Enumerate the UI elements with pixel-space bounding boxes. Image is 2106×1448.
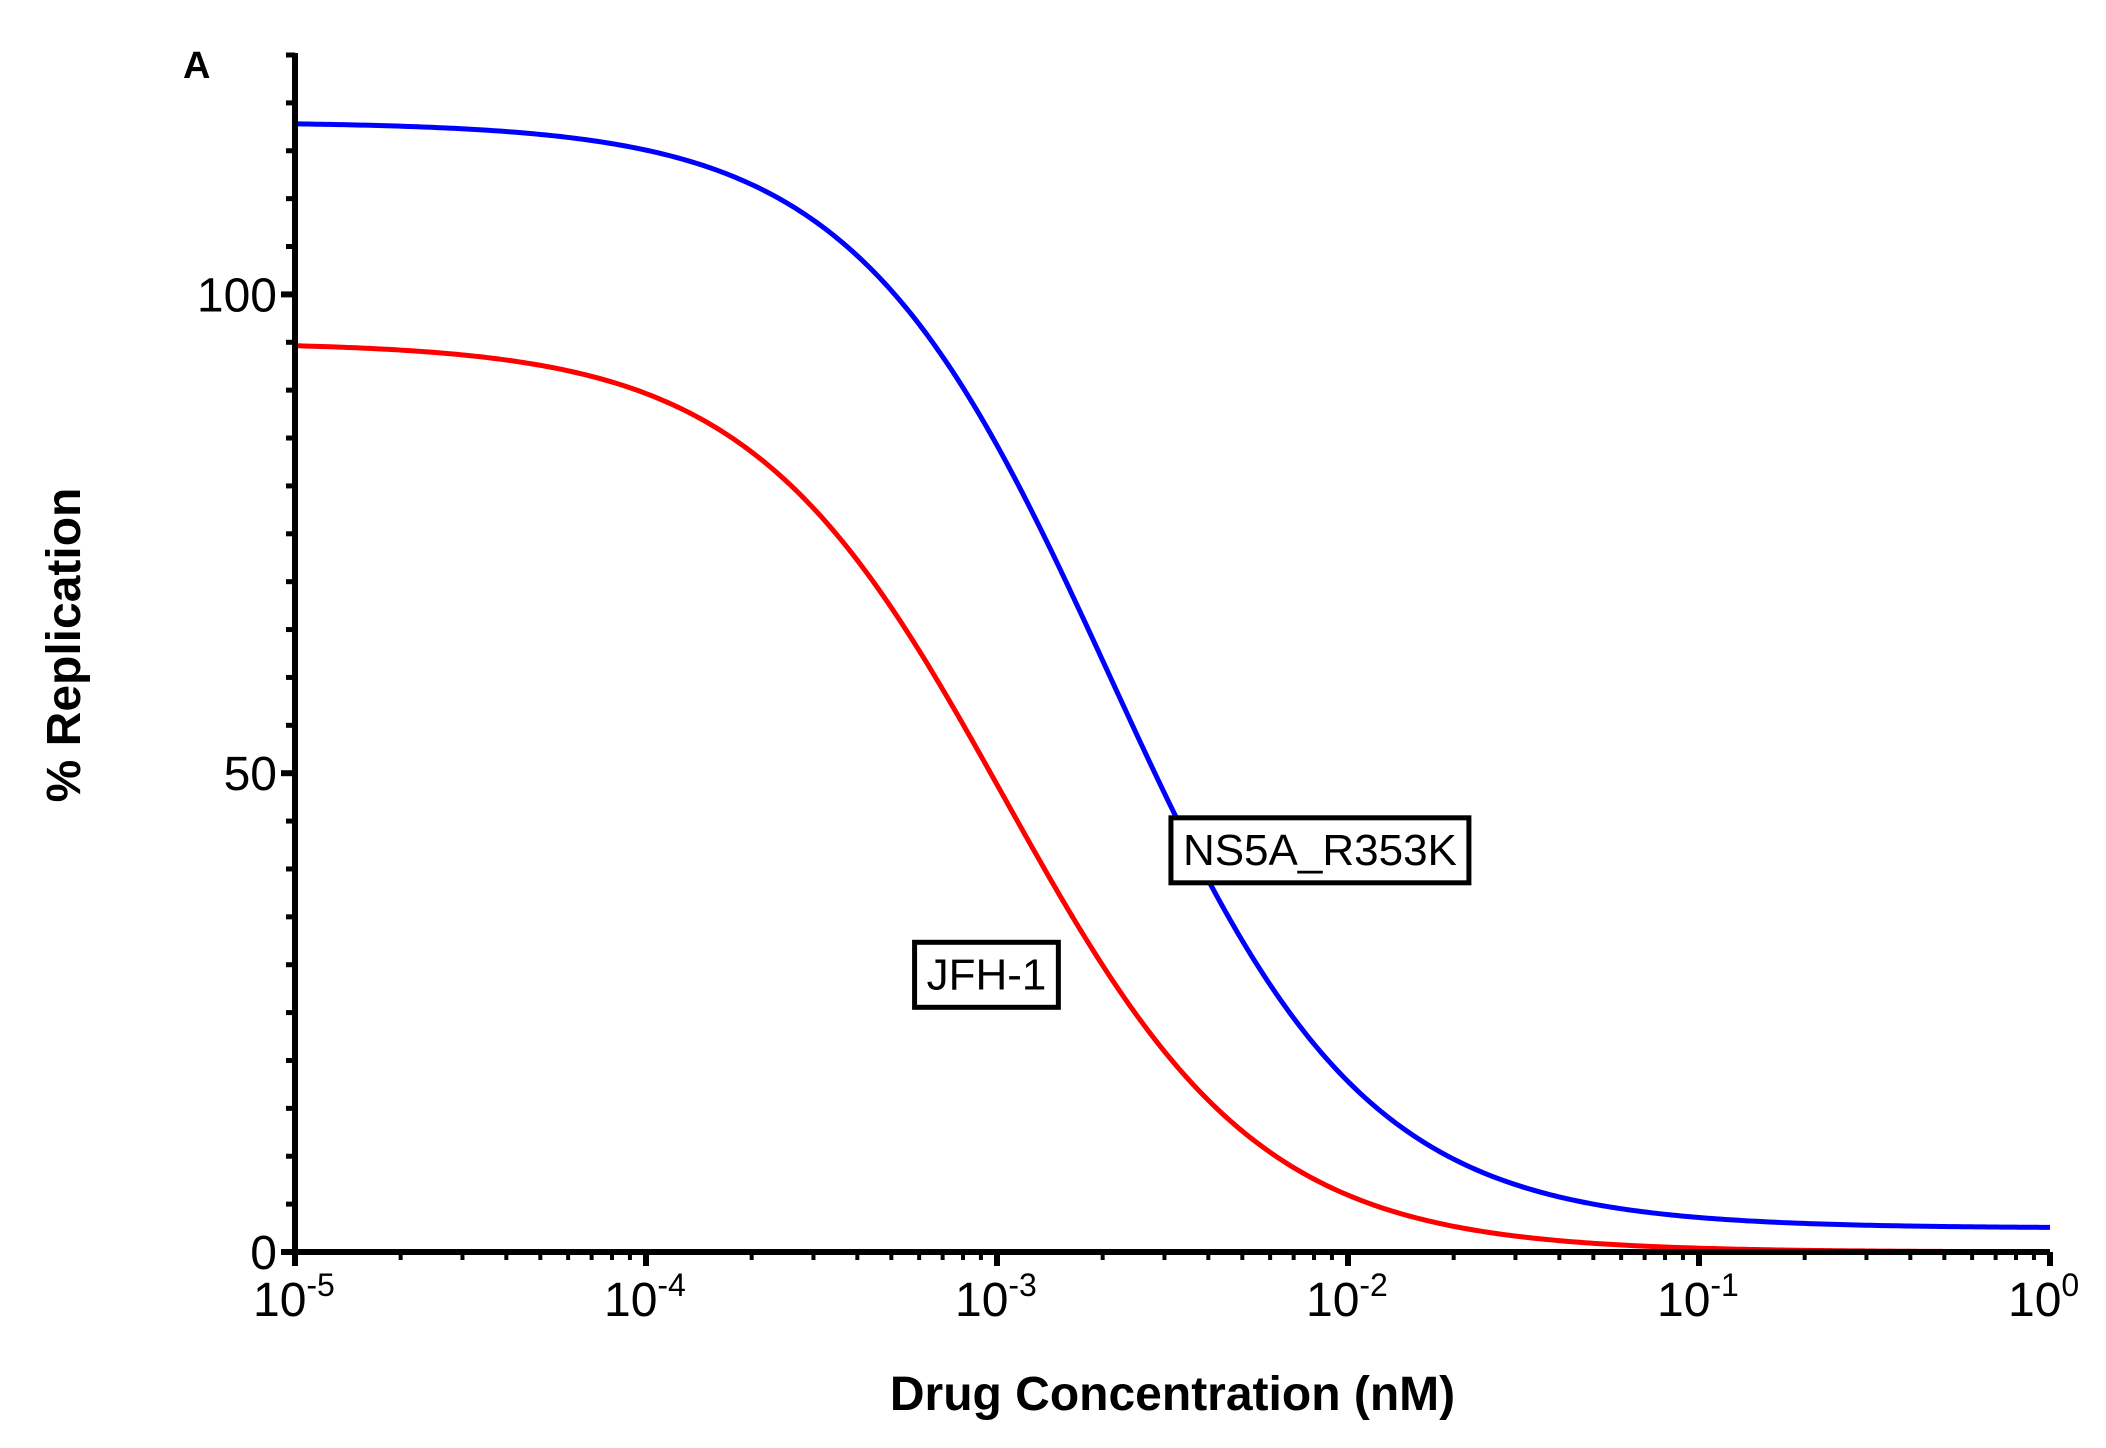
y-axis-title: % Replication [38, 488, 91, 803]
x-tick-label: 10-3 [955, 1267, 1037, 1327]
annotation-text: NS5A_R353K [1183, 826, 1457, 875]
y-tick-label: 0 [250, 1227, 277, 1280]
x-axis-title: Drug Concentration (nM) [890, 1368, 1455, 1421]
x-tick-base: 10 [253, 1274, 306, 1327]
x-tick-base: 10 [2008, 1274, 2061, 1327]
y-tick-label: 100 [197, 269, 277, 322]
axes-layer [281, 52, 2053, 1266]
curves-layer [294, 121, 2051, 1255]
x-tick-exponent: -3 [1008, 1267, 1036, 1303]
x-tick-base: 10 [1306, 1274, 1359, 1327]
x-tick-exponent: -2 [1359, 1267, 1387, 1303]
x-tick-label: 10-4 [604, 1267, 686, 1327]
annotation-text: JFH-1 [927, 950, 1047, 999]
panel-label: A [183, 45, 210, 87]
annotation-box [912, 939, 1061, 1010]
series-line-jfh-1 [294, 343, 2051, 1255]
x-tick-base: 10 [955, 1274, 1008, 1327]
annotation-ns5a-r353k: NS5A_R353K [1168, 815, 1472, 886]
annotation-box [1168, 815, 1472, 886]
annotations-layer: NS5A_R353K JFH-1 [912, 815, 1472, 1010]
annotation-jfh-1: JFH-1 [912, 939, 1061, 1010]
x-tick-base: 10 [1657, 1274, 1710, 1327]
x-tick-label: 10-1 [1657, 1267, 1739, 1327]
x-tick-exponent: 0 [2061, 1267, 2079, 1303]
x-tick-label: 10-5 [253, 1267, 335, 1327]
x-tick-label: 10-2 [1306, 1267, 1388, 1327]
x-tick-exponent: -5 [306, 1267, 334, 1303]
x-tick-label: 100 [2008, 1267, 2079, 1327]
x-tick-exponent: -4 [657, 1267, 685, 1303]
x-tick-exponent: -1 [1710, 1267, 1738, 1303]
series-line-ns5a-r353k [294, 121, 2051, 1230]
x-tick-base: 10 [604, 1274, 657, 1327]
y-tick-label: 50 [224, 748, 277, 801]
